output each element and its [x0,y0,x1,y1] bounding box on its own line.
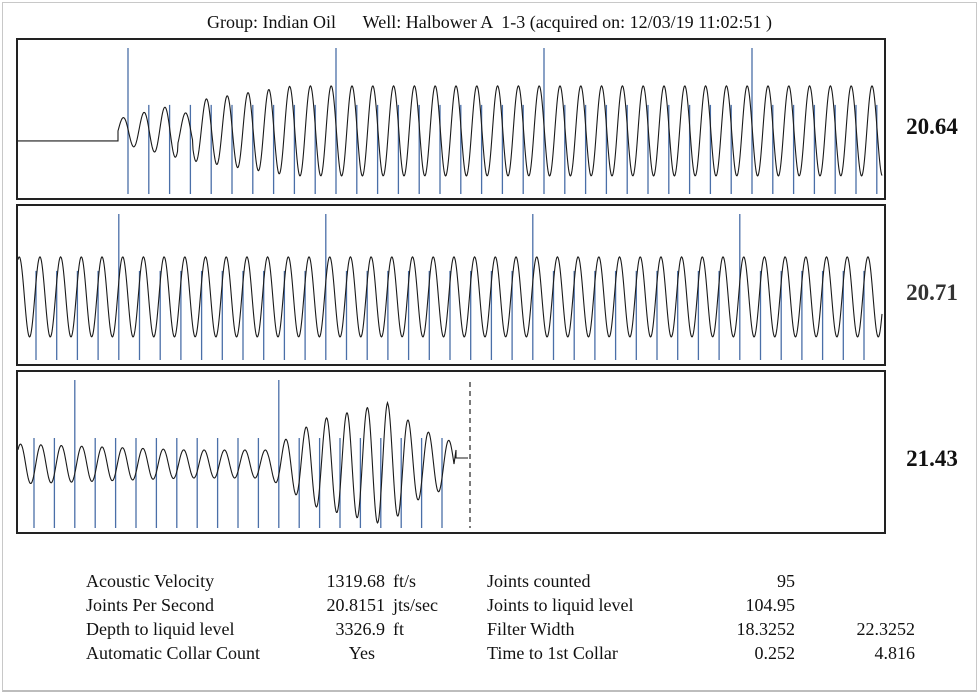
trace-plot-3 [18,380,471,528]
group-value: Indian Oil [262,12,336,32]
stat-label-depth-to-liquid: Depth to liquid level [86,619,235,639]
joints-per-second-1: 20.64 [906,114,958,139]
stat-label-automatic-collar-count: Automatic Collar Count [86,643,260,663]
stat-label-joints-counted: Joints counted [487,571,591,591]
stat-value-joints-to-liquid: 104.95 [745,595,796,615]
acquired-text: (acquired on: 12/03/19 11:02:51 ) [529,12,772,32]
stat-value-time-to-first-collar: 0.252 [754,643,796,663]
acoustic-trace [18,400,468,524]
joints-per-second-3: 21.43 [906,446,958,471]
stat-value-automatic-collar-count: Yes [348,643,375,663]
stat-value-filter-width: 18.3252 [736,619,796,639]
stat-value-acoustic-velocity: 1319.68 [326,571,386,591]
well-value: Halbower A 1-3 [405,12,526,32]
stat-value-depth-to-liquid: 3326.9 [335,619,386,639]
well-label: Well: [362,12,402,32]
stat-value-joints-per-second: 20.8151 [326,595,386,615]
report-title: Group: Indian Oil Well: Halbower A 1-3 (… [0,12,979,33]
acoustic-trace [18,85,883,177]
stat-unit-joints-per-second: jts/sec [393,595,438,615]
trace-panel-3 [16,370,886,534]
trace-panel-2 [16,204,886,366]
stat-unit-depth-to-liquid: ft [393,619,404,639]
survey-results: Acoustic Velocity 1319.68 ft/s Joints Pe… [0,571,979,671]
trace-panel-1 [16,38,886,200]
stat-value-joints-counted: 95 [777,571,795,591]
stat-label-acoustic-velocity: Acoustic Velocity [86,571,215,591]
stat-label-joints-to-liquid: Joints to liquid level [487,595,634,615]
trace-plot-2 [18,214,883,360]
group-label: Group: [206,12,258,32]
stat-label-joints-per-second: Joints Per Second [86,595,214,615]
stat-value2-filter-width: 22.3252 [856,619,916,639]
stat-unit-acoustic-velocity: ft/s [393,571,417,591]
acoustic-trace [18,256,883,338]
trace-plot-1 [18,48,883,194]
stat-label-time-to-first-collar: Time to 1st Collar [487,643,618,663]
joints-per-second-2: 20.71 [906,280,958,305]
stat-label-filter-width: Filter Width [487,619,575,639]
stat-value2-time-to-first-collar: 4.816 [874,643,916,663]
